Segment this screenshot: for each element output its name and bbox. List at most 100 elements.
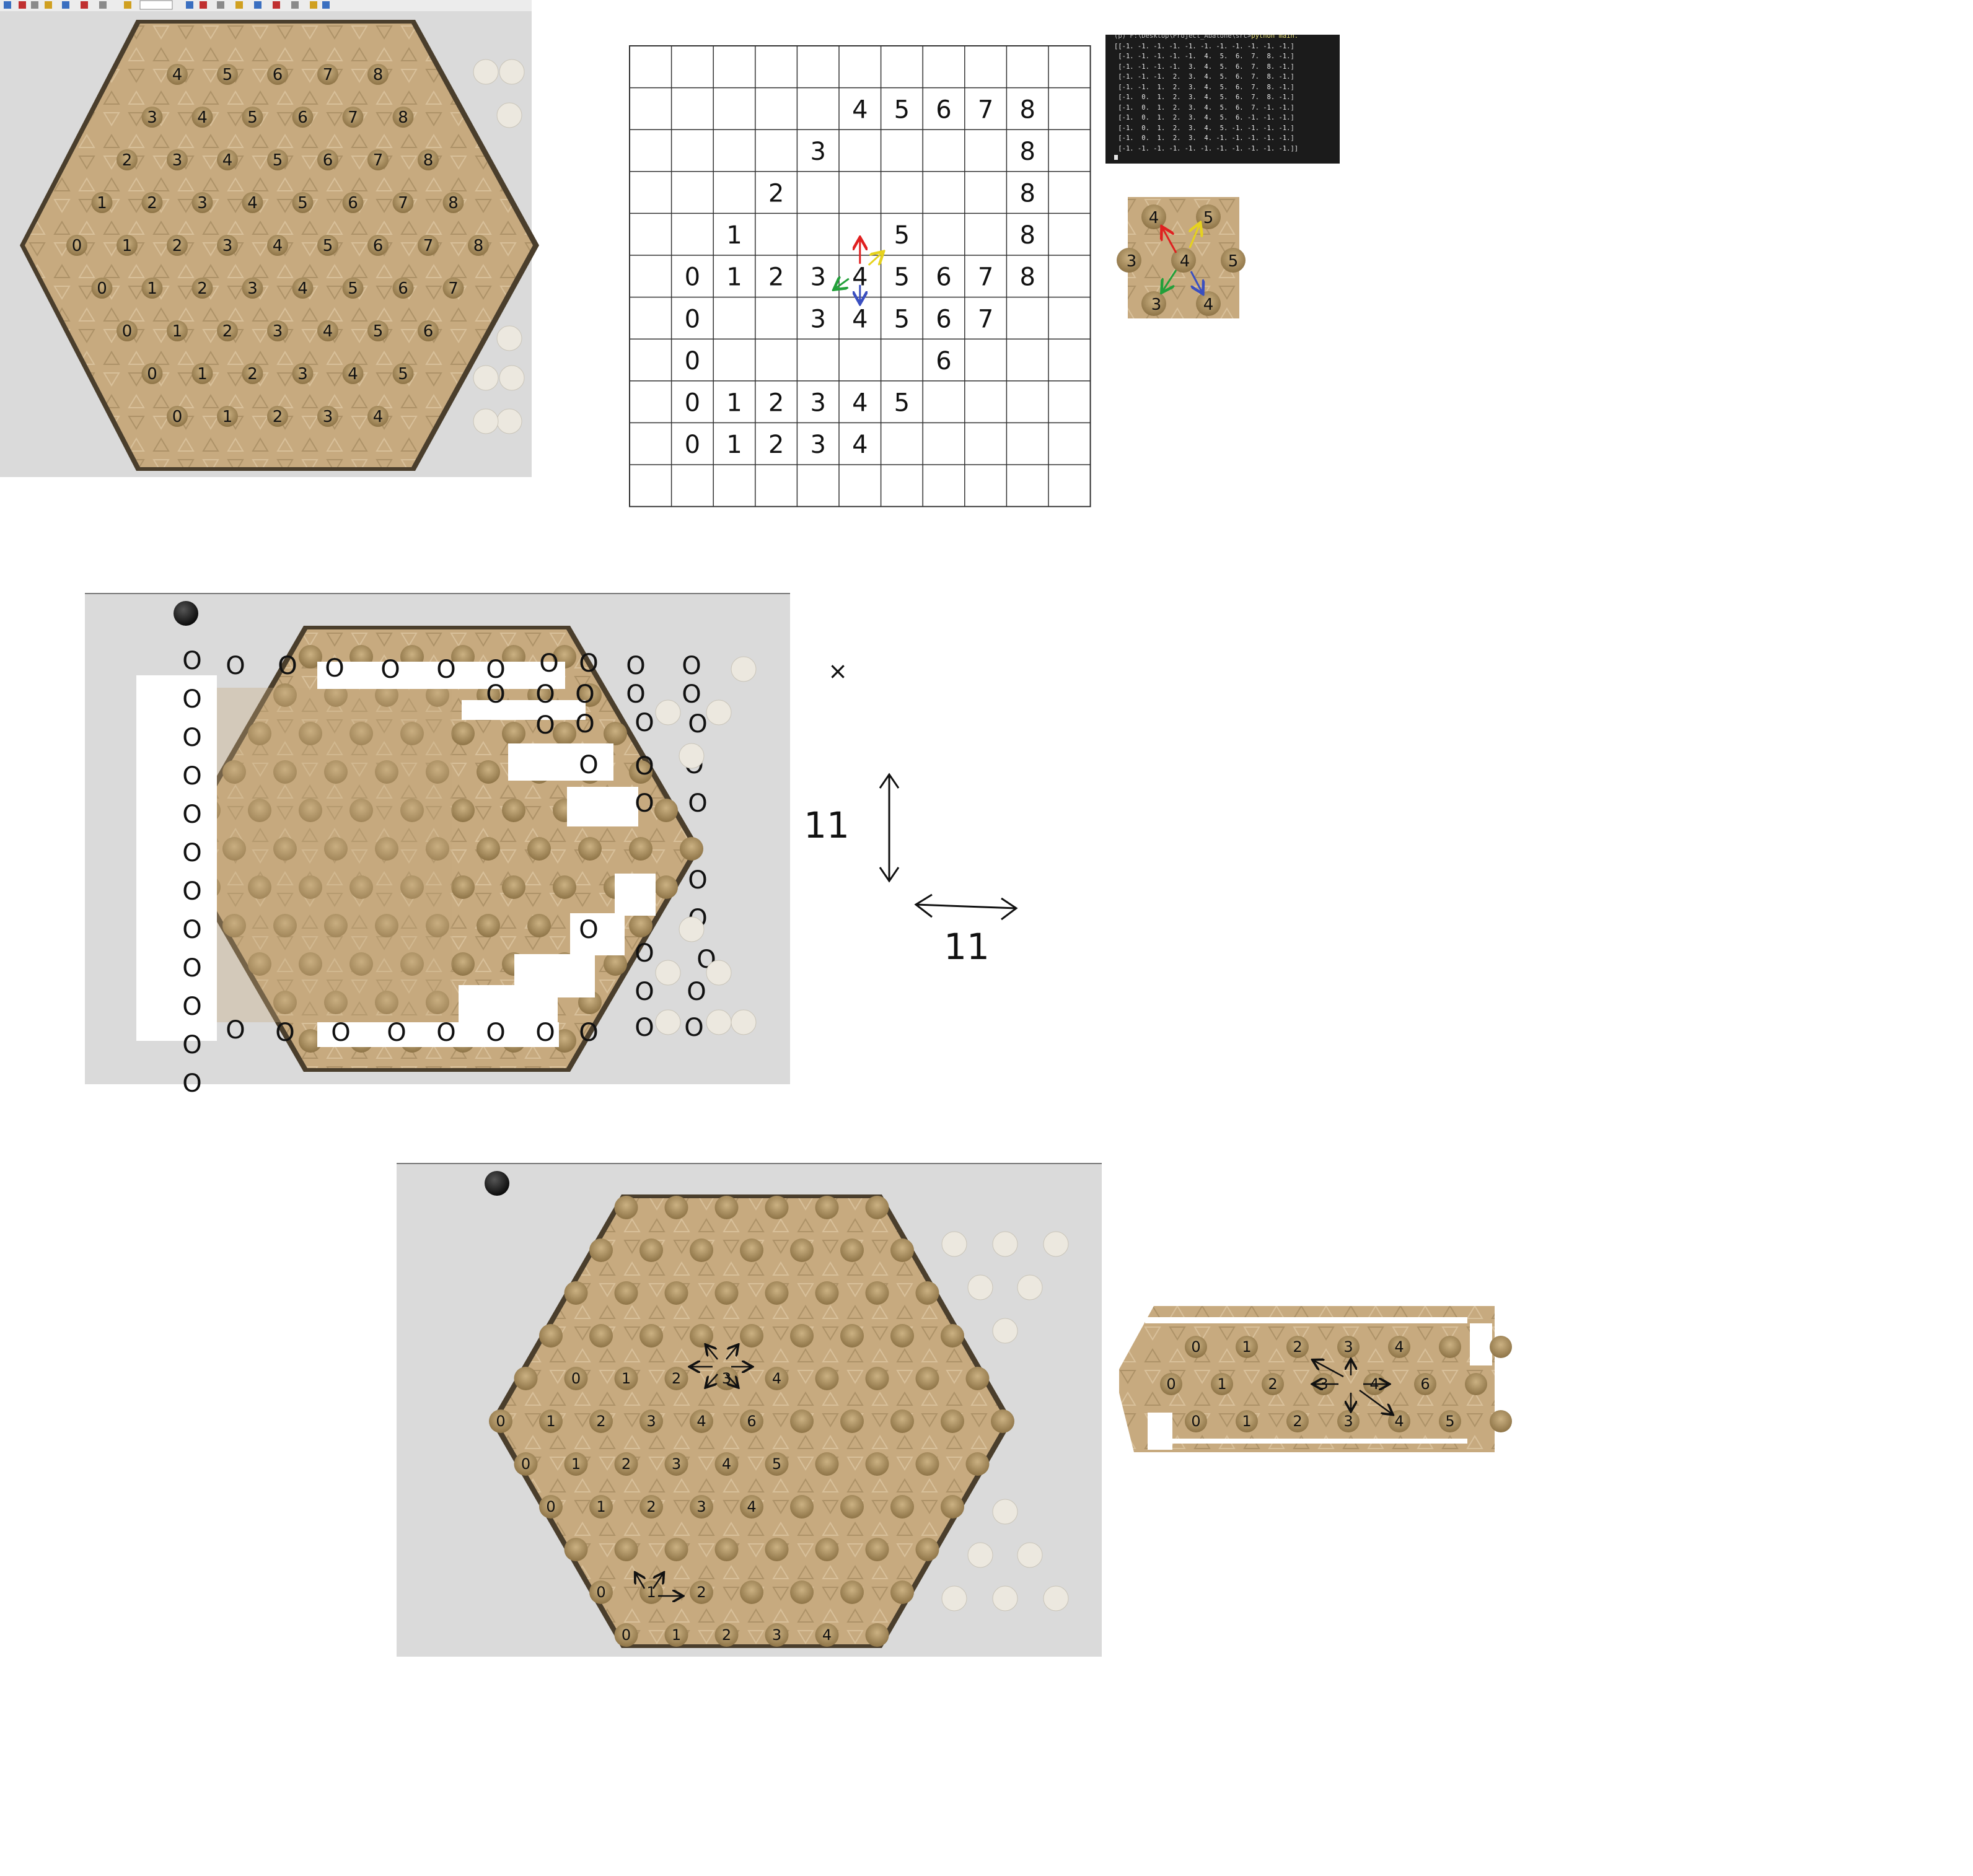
board-hole[interactable]: [865, 1452, 889, 1476]
board-hole[interactable]: [865, 1623, 889, 1647]
board-hole[interactable]: [865, 1196, 889, 1219]
board-hole[interactable]: [426, 683, 449, 707]
board-hole[interactable]: [418, 149, 439, 170]
board-hole[interactable]: [426, 914, 449, 937]
board-hole[interactable]: [267, 149, 288, 170]
board-hole[interactable]: [426, 837, 449, 861]
board-hole[interactable]: [527, 837, 551, 861]
board-hole[interactable]: [477, 760, 500, 784]
board-hole[interactable]: [664, 1281, 688, 1305]
board-hole[interactable]: [292, 107, 314, 128]
board-hole[interactable]: [349, 799, 373, 822]
board-hole[interactable]: [564, 1452, 588, 1476]
board-hole[interactable]: [392, 278, 414, 299]
board-hole[interactable]: [167, 235, 188, 256]
board-hole[interactable]: [1414, 1373, 1436, 1395]
board-hole[interactable]: [765, 1538, 789, 1561]
board-hole[interactable]: [400, 952, 424, 976]
board-hole[interactable]: [578, 837, 602, 861]
toolbar-icon[interactable]: [217, 1, 224, 9]
board-hole[interactable]: [477, 837, 500, 861]
board-hole[interactable]: [1439, 1336, 1461, 1358]
board-hole[interactable]: [418, 320, 439, 341]
board-hole[interactable]: [367, 149, 389, 170]
toolbar-icon[interactable]: [235, 1, 243, 9]
board-hole[interactable]: [375, 760, 398, 784]
board-hole[interactable]: [790, 1495, 814, 1519]
board-hole[interactable]: [317, 320, 338, 341]
board-hole[interactable]: [1490, 1410, 1512, 1432]
board-hole[interactable]: [639, 1238, 663, 1262]
board-hole[interactable]: [442, 192, 464, 213]
board-hole[interactable]: [299, 722, 322, 745]
board-hole[interactable]: [514, 1452, 538, 1476]
board-hole[interactable]: [317, 149, 338, 170]
board-hole[interactable]: [375, 914, 398, 937]
board-hole[interactable]: [890, 1580, 914, 1604]
board-hole[interactable]: [342, 192, 364, 213]
board-hole[interactable]: [965, 1452, 990, 1476]
board-hole[interactable]: [815, 1367, 839, 1390]
board-hole[interactable]: [217, 320, 238, 341]
board-hole[interactable]: [141, 107, 163, 128]
board-hole[interactable]: [242, 278, 263, 299]
toolbar-icon[interactable]: [273, 1, 280, 9]
board-hole[interactable]: [714, 1452, 739, 1476]
board-hole[interactable]: [342, 278, 364, 299]
board-hole[interactable]: [1236, 1410, 1258, 1432]
toolbar-icon[interactable]: [254, 1, 261, 9]
board-hole[interactable]: [217, 406, 238, 427]
board-hole[interactable]: [324, 760, 348, 784]
toolbar-icon[interactable]: [19, 1, 26, 9]
board-hole[interactable]: [442, 278, 464, 299]
board-hole[interactable]: [400, 799, 424, 822]
board-hole[interactable]: [426, 760, 449, 784]
board-hole[interactable]: [502, 875, 525, 899]
board-hole[interactable]: [604, 722, 627, 745]
board-hole[interactable]: [890, 1495, 914, 1519]
board-hole[interactable]: [451, 722, 475, 745]
board-hole[interactable]: [740, 1324, 763, 1348]
board-hole[interactable]: [342, 363, 364, 384]
board-hole[interactable]: [790, 1409, 814, 1433]
board-hole[interactable]: [324, 683, 348, 707]
board-hole[interactable]: [375, 991, 398, 1014]
board-hole[interactable]: [941, 1495, 964, 1519]
board-hole[interactable]: [1185, 1410, 1207, 1432]
board-hole[interactable]: [765, 1367, 789, 1390]
board-hole[interactable]: [317, 406, 338, 427]
toolbar-icon[interactable]: [186, 1, 193, 9]
board-hole[interactable]: [740, 1495, 763, 1519]
board-hole[interactable]: [765, 1623, 789, 1647]
board-hole[interactable]: [740, 1409, 763, 1433]
board-hole[interactable]: [840, 1409, 864, 1433]
board-hole[interactable]: [1337, 1410, 1360, 1432]
board-hole[interactable]: [400, 875, 424, 899]
toolbar-icon[interactable]: [310, 1, 317, 9]
board-hole[interactable]: [690, 1409, 713, 1433]
board-hole[interactable]: [217, 149, 238, 170]
board-hole[interactable]: [840, 1495, 864, 1519]
board-hole[interactable]: [367, 235, 389, 256]
board-hole[interactable]: [1439, 1410, 1461, 1432]
board-hole[interactable]: [116, 235, 138, 256]
board-hole[interactable]: [740, 1580, 763, 1604]
board-hole[interactable]: [222, 837, 246, 861]
board-hole[interactable]: [222, 914, 246, 937]
board-hole[interactable]: [222, 760, 246, 784]
toolbar-icon[interactable]: [45, 1, 52, 9]
board-hole[interactable]: [614, 1196, 638, 1219]
board-hole[interactable]: [273, 837, 297, 861]
board-hole[interactable]: [451, 875, 475, 899]
board-hole[interactable]: [418, 235, 439, 256]
board-hole[interactable]: [167, 320, 188, 341]
board-hole[interactable]: [840, 1580, 864, 1604]
board-hole[interactable]: [790, 1238, 814, 1262]
toolbar-icon[interactable]: [4, 1, 11, 9]
board-hole[interactable]: [299, 1029, 322, 1053]
board-hole[interactable]: [167, 149, 188, 170]
board-hole[interactable]: [614, 1367, 638, 1390]
board-hole[interactable]: [815, 1281, 839, 1305]
board-hole[interactable]: [680, 837, 703, 861]
board-hole[interactable]: [324, 991, 348, 1014]
